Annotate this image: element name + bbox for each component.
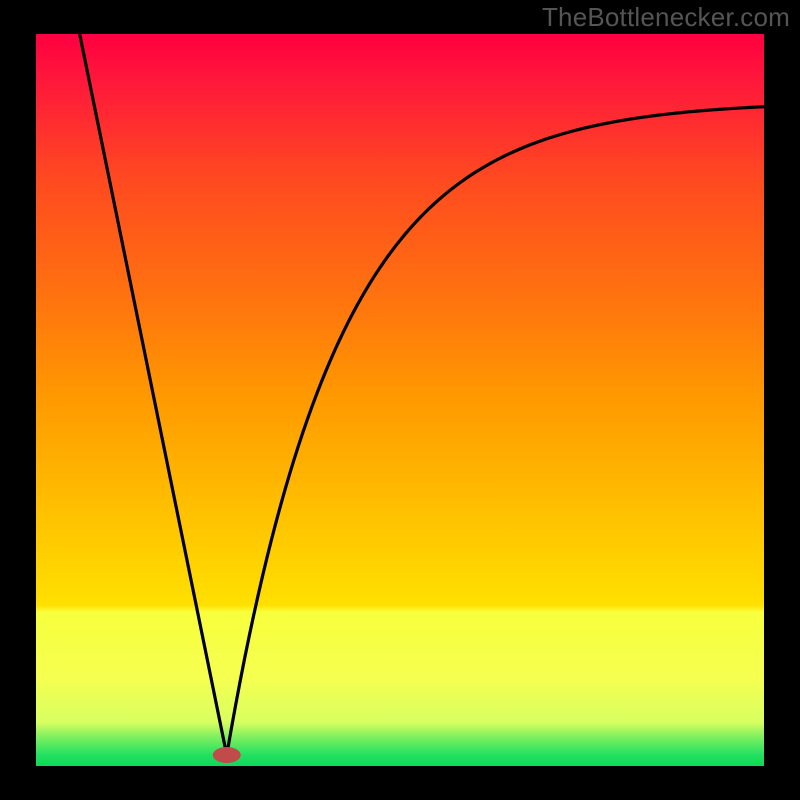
gradient-background <box>36 34 764 766</box>
watermark: TheBottlenecker.com <box>542 2 790 33</box>
optimal-marker <box>213 747 241 763</box>
plot-area <box>36 34 764 766</box>
watermark-text: TheBottlenecker.com <box>542 2 790 32</box>
chart-svg <box>36 34 764 766</box>
